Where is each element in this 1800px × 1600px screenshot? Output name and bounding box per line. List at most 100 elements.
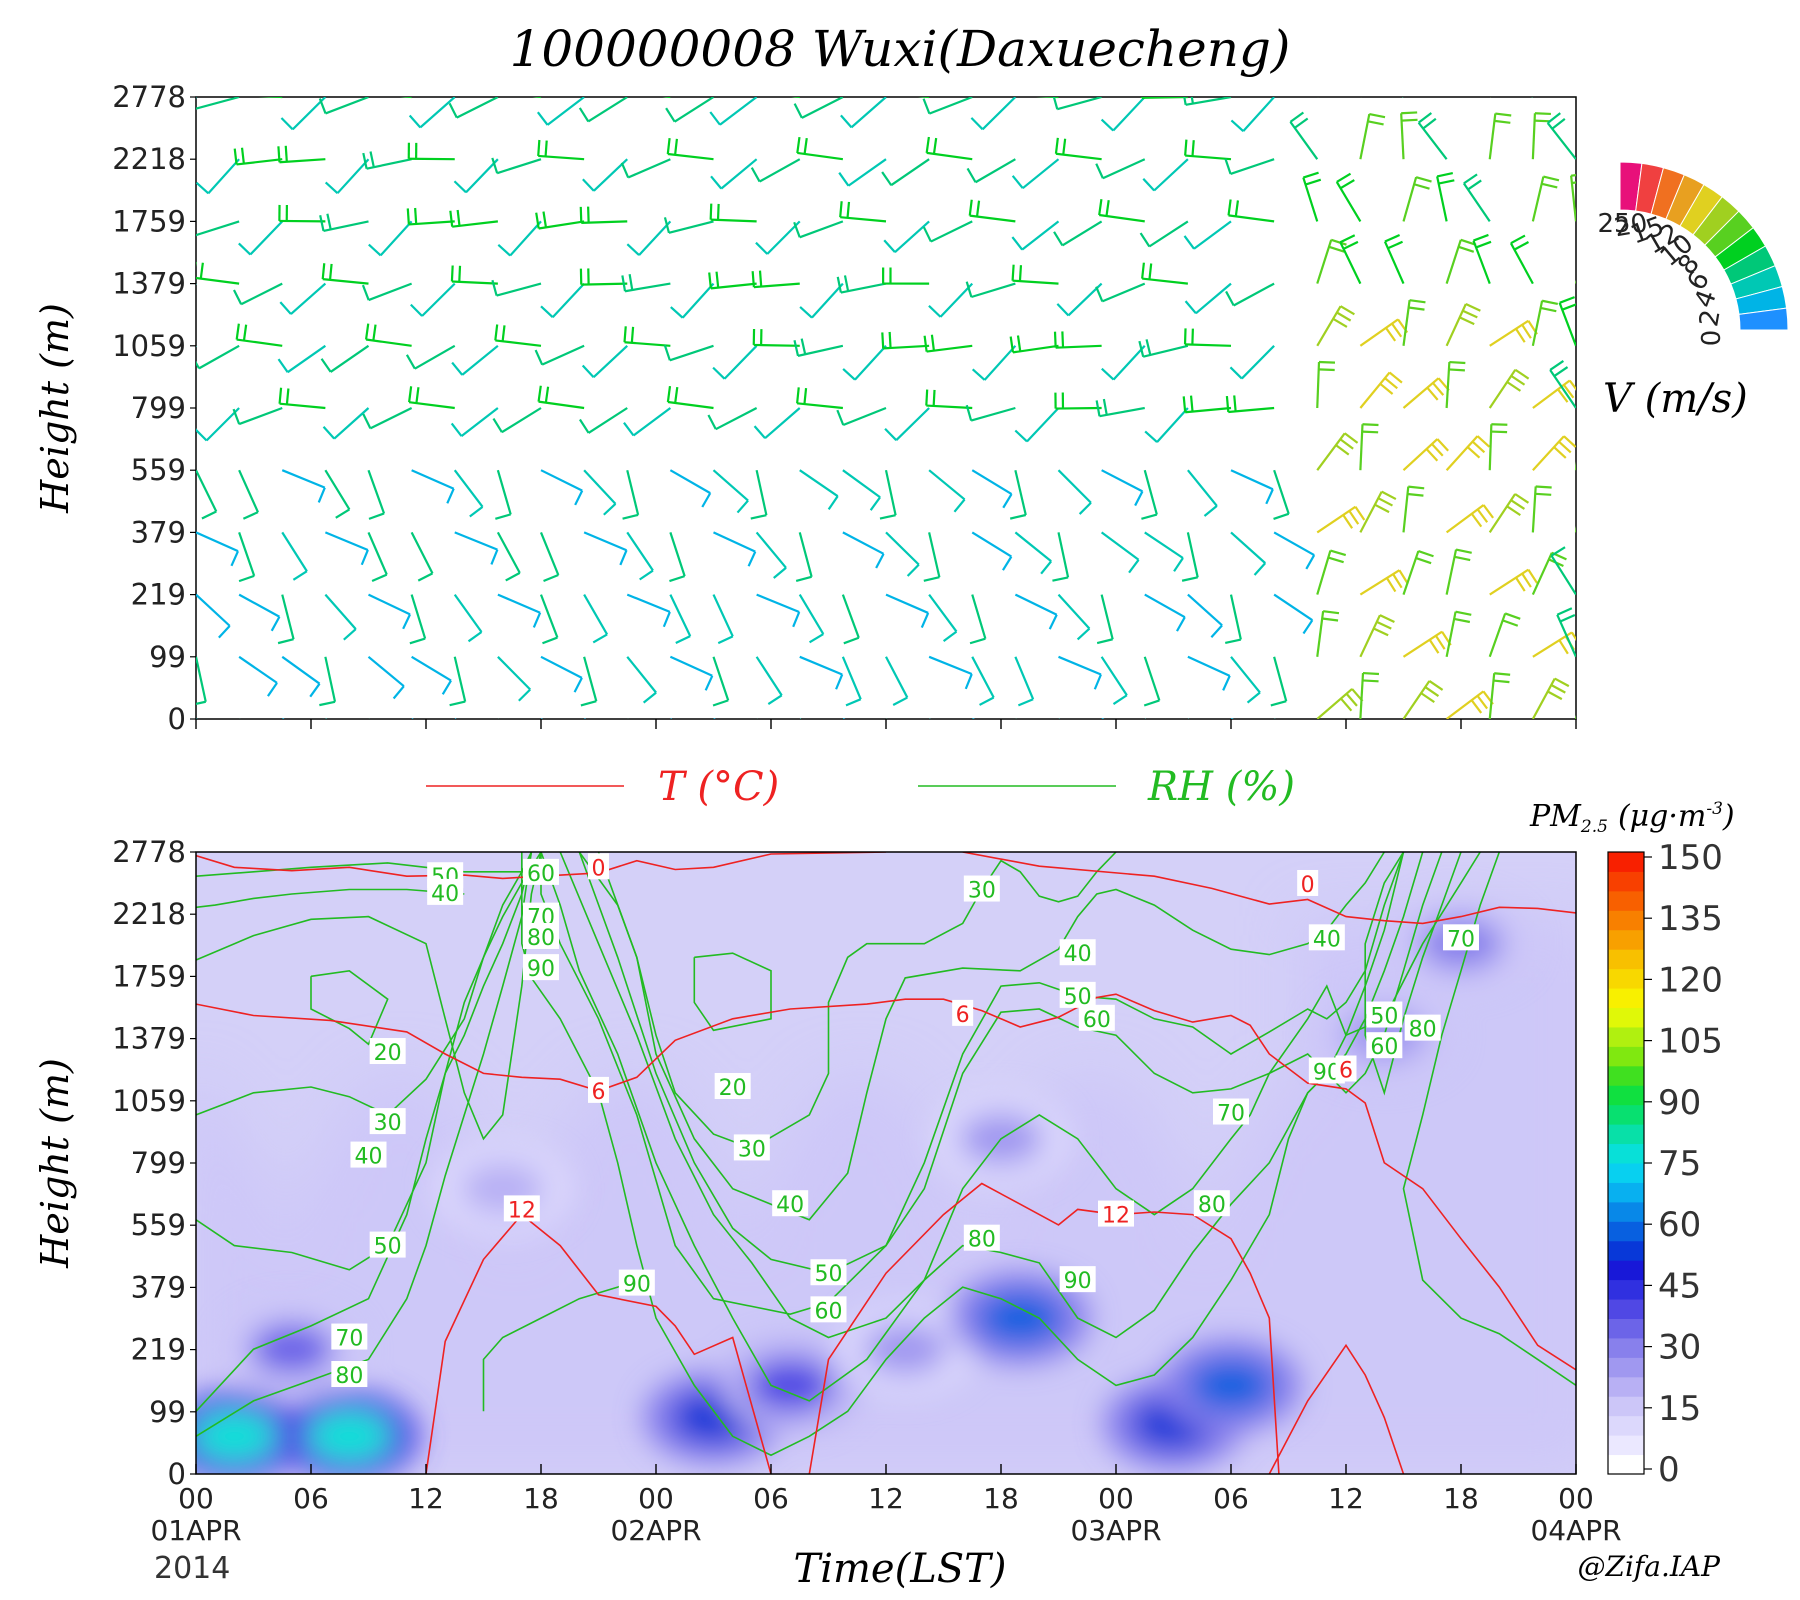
wind-barb [1141,262,1188,285]
wind-barb [710,158,758,190]
wind-barb [238,532,256,583]
rh-contour-label: 20 [714,1072,751,1101]
wind-barb [1436,172,1455,222]
wind-barb [494,324,542,347]
wind-barb [1302,171,1322,222]
pm-y-axis: 0 99 219 379 559 799 1059 1379 1759 2218 2778 [112,835,196,1491]
wind-barb [1181,532,1199,582]
wind-barb [623,326,671,347]
wind-barb [1098,199,1145,223]
svg-text:40: 40 [1064,942,1092,967]
wind-barb [752,328,800,347]
wind-barb [540,469,584,506]
svg-text:30: 30 [374,1111,402,1136]
rh-contour-80 [196,852,533,1437]
wind-barb [1360,97,1362,98]
wind-barb [1230,531,1267,576]
pm-x-tick-label: 18 [523,1482,559,1515]
wind-barb [972,717,976,719]
wind-speed-tick-label: 20 [1612,208,1650,243]
wind-barb [1445,97,1447,98]
pm-x-tick-label: 12 [868,1482,904,1515]
credit-label: @Zifa.IAP [1578,1550,1722,1583]
rh-contour-label: 20 [369,1038,406,1066]
temperature-contour-0 [196,852,887,880]
rh-contour-label: 60 [523,858,559,887]
wind-barb [1225,395,1275,414]
wind-barb [319,213,369,233]
svg-text:60: 60 [1083,1008,1111,1033]
wind-barb [1095,398,1145,418]
wind-barb [663,344,714,362]
wind-barb [449,209,499,228]
rh-contour-70 [196,852,533,1412]
wind-barb [1359,671,1380,719]
pm-y-tick-label: 1759 [112,959,186,993]
wind-barb [238,655,278,697]
wind-speed-tick-label: 2 [1694,307,1726,329]
pm-core [978,1292,1063,1345]
wind-barb [670,282,715,319]
wind-barb [1445,504,1494,534]
svg-text:40: 40 [355,1145,383,1170]
wind-barb [1100,656,1128,705]
wind-barb [280,97,327,131]
pm-colorbar-swatch [1608,1221,1644,1242]
wind-barb [928,655,973,690]
svg-text:60: 60 [1370,1035,1398,1060]
wind-barb [669,655,714,691]
wind-barb [491,279,542,297]
wind-barb [1231,717,1234,719]
wind-y-axis: 0 99 219 379 559 799 1059 1379 1759 2218 2778 [112,80,196,736]
wind-barb [318,97,369,115]
wind-barb [799,655,844,690]
legend-temperature-label: T (°C) [658,764,779,810]
pm-colorbar-swatch [1608,1357,1644,1378]
wind-barb [1488,612,1521,658]
wind-barb [1140,97,1188,99]
wind-barb [971,656,995,706]
wind-barb [320,344,370,373]
pm-colorbar-title-main: PM [1529,799,1582,834]
wind-barb [755,656,783,705]
wind-barb [1057,593,1091,641]
wind-barb [1417,112,1448,160]
wind-barb [1187,718,1190,719]
wind-barb [368,593,412,630]
pm-y-tick-label: 99 [149,1395,186,1429]
pm-colorbar-swatch [1608,1124,1644,1145]
pm-x-tick-label: 00 [1558,1482,1594,1515]
wind-barb [1225,282,1275,307]
wind-barb [277,344,327,374]
temperature-contour-label: 6 [1335,1055,1357,1084]
wind-barb [883,220,930,253]
wind-barb [713,718,716,719]
temperature-contour-label: 12 [503,1195,540,1223]
svg-text:6: 6 [592,1080,606,1105]
rh-contour-label: 60 [1078,1004,1115,1033]
wind-barb [453,158,499,194]
svg-text:80: 80 [968,1228,996,1253]
wind-barb [583,594,609,644]
wind-barb [750,469,768,520]
wind-barb [277,145,326,164]
wind-barb [235,323,283,347]
wind-barb [196,344,240,370]
pm-colorbar-swatch [1608,1182,1644,1203]
wind-barb [1531,97,1533,98]
wind-barb [968,199,1016,223]
rh-contour-label: 80 [1193,1190,1230,1218]
wind-barb [1187,655,1231,691]
svg-text:0: 0 [592,856,606,881]
year-label: 2014 [154,1551,230,1586]
wind-barb [1488,672,1511,719]
wind-barb [1317,97,1319,98]
wind-barb [449,656,467,707]
wind-barb [278,204,326,223]
wind-barb [196,593,231,639]
wind-barb [1316,610,1340,657]
pm-core [307,1410,392,1463]
pm-x-tick-label: 18 [983,1482,1019,1515]
wind-barb [626,593,671,628]
